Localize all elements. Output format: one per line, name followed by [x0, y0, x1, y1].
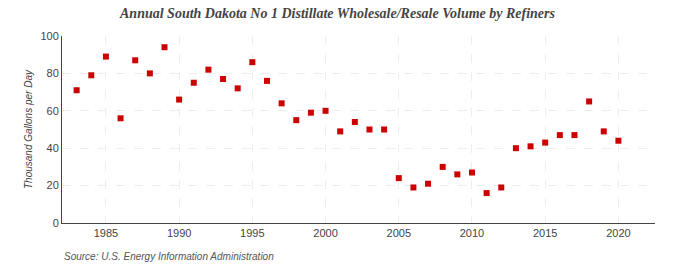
svg-text:Source: U.S. Energy Informatio: Source: U.S. Energy Information Administ…: [64, 251, 274, 262]
svg-text:1990: 1990: [167, 227, 191, 239]
svg-text:2015: 2015: [533, 227, 557, 239]
svg-text:40: 40: [47, 142, 59, 154]
svg-text:1985: 1985: [94, 227, 118, 239]
svg-text:1995: 1995: [240, 227, 264, 239]
svg-text:20: 20: [47, 179, 59, 191]
svg-text:Thousand Gallons per Day: Thousand Gallons per Day: [23, 69, 34, 189]
svg-text:2005: 2005: [387, 227, 411, 239]
svg-text:0: 0: [53, 217, 59, 229]
svg-text:60: 60: [47, 105, 59, 117]
svg-text:Annual South Dakota No 1 Disti: Annual South Dakota No 1 Distillate Whol…: [119, 6, 556, 21]
svg-text:100: 100: [40, 30, 58, 42]
svg-text:2000: 2000: [313, 227, 337, 239]
svg-text:2010: 2010: [460, 227, 484, 239]
svg-text:80: 80: [47, 67, 59, 79]
svg-text:2020: 2020: [606, 227, 630, 239]
